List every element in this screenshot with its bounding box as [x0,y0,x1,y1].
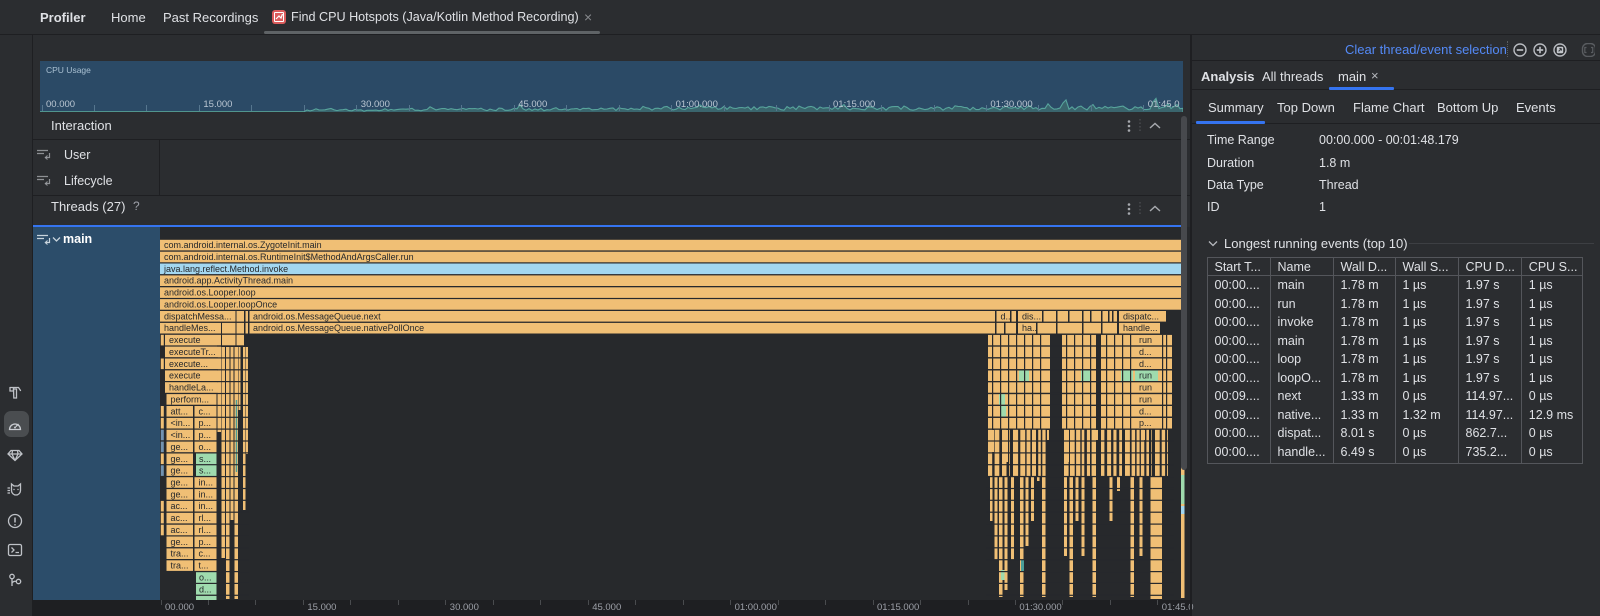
svg-text:run: run [1139,383,1152,393]
svg-text:android.os.Looper.loopOnce: android.os.Looper.loopOnce [164,299,277,309]
svg-text:c...: c... [199,549,211,559]
svg-text:p...: p... [199,418,212,428]
svg-text:p...: p... [199,537,212,547]
svg-text:ge...: ge... [171,466,189,476]
svg-text:run: run [1139,335,1152,345]
svg-text:ge...: ge... [171,478,189,488]
svg-text:ge...: ge... [171,537,189,547]
svg-text:execute: execute [169,371,201,381]
svg-text:run: run [1139,371,1152,381]
svg-text:run: run [1139,394,1152,404]
svg-text:d...: d... [1139,347,1152,357]
svg-text:execute: execute [169,335,201,345]
svg-text:o...: o... [199,573,212,583]
svg-text:dispatc...: dispatc... [1123,311,1159,321]
svg-text:ac...: ac... [171,501,188,511]
svg-text:s...: s... [199,466,211,476]
svg-text:d...: d... [1139,359,1152,369]
svg-text:executeTr...: executeTr... [169,347,216,357]
svg-text:in...: in... [199,478,214,488]
svg-text:dis...: dis... [1022,311,1041,321]
svg-text:android.os.MessageQueue.next: android.os.MessageQueue.next [253,311,381,321]
svg-text:ge...: ge... [171,442,189,452]
svg-text:<in...: <in... [171,418,191,428]
svg-text:com.android.internal.os.Zygote: com.android.internal.os.ZygoteInit.main [164,240,322,250]
svg-text:t...: t... [199,561,209,571]
svg-text:java.lang.reflect.Method.invok: java.lang.reflect.Method.invoke [163,264,288,274]
svg-text:o...: o... [199,442,212,452]
svg-text:<in...: <in... [171,430,191,440]
svg-text:handleMes...: handleMes... [164,323,216,333]
svg-text:s...: s... [199,454,211,464]
svg-text:p...: p... [1139,418,1152,428]
svg-text:in...: in... [199,489,214,499]
svg-text:ge...: ge... [171,489,189,499]
svg-text:in...: in... [199,501,214,511]
svg-text:rl...: rl... [199,525,212,535]
svg-text:com.android.internal.os.Runtim: com.android.internal.os.RuntimeInit$Meth… [164,252,414,262]
svg-text:android.os.Looper.loop: android.os.Looper.loop [164,288,256,298]
svg-text:att...: att... [171,406,189,416]
svg-text:android.app.ActivityThread.mai: android.app.ActivityThread.main [164,276,293,286]
svg-text:ha...: ha... [1022,323,1040,333]
svg-text:handle...: handle... [1123,323,1158,333]
svg-text:tra...: tra... [171,561,189,571]
svg-text:android.os.MessageQueue.native: android.os.MessageQueue.nativePollOnce [253,323,424,333]
svg-text:c...: c... [199,406,211,416]
svg-text:d...: d... [199,584,212,594]
svg-text:handleLa...: handleLa... [169,383,214,393]
svg-text:p...: p... [199,430,212,440]
svg-text:ge...: ge... [171,454,189,464]
svg-text:dispatchMessa...: dispatchMessa... [164,311,232,321]
svg-text:d...: d... [1001,311,1014,321]
svg-text:rl...: rl... [199,513,212,523]
svg-text:execute...: execute... [169,359,208,369]
svg-text:perform...: perform... [171,394,210,404]
svg-text:ac...: ac... [171,513,188,523]
svg-text:d...: d... [1139,406,1152,416]
svg-text:ac...: ac... [171,525,188,535]
svg-text:tra...: tra... [171,549,189,559]
